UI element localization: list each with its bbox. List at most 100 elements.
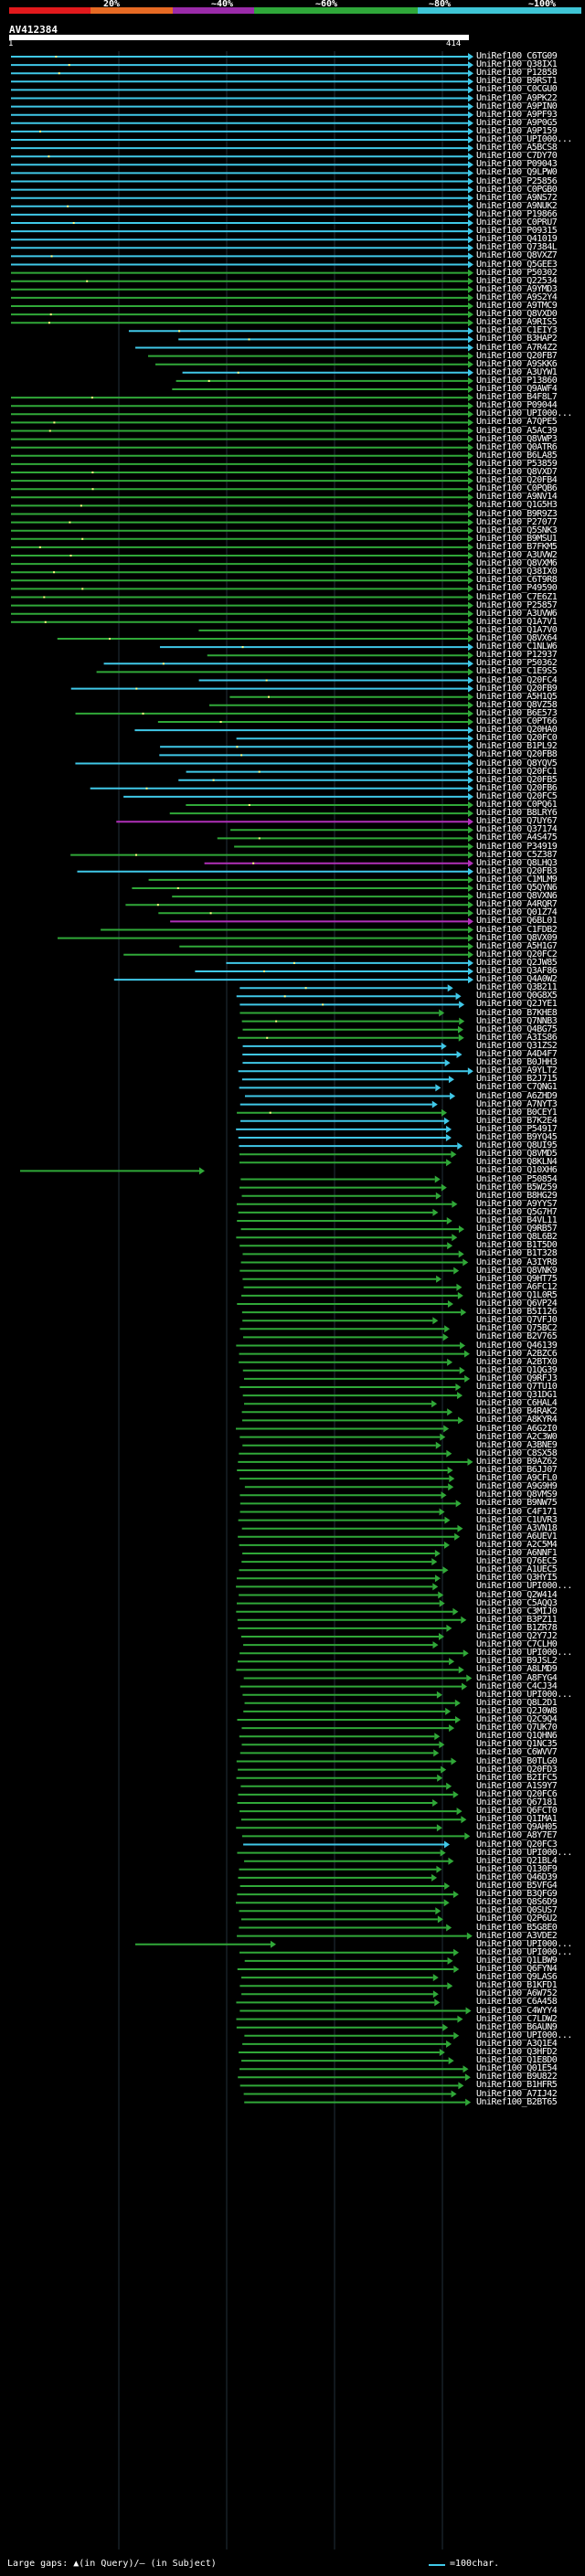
hit-label[interactable]: UniRef100_Q7NNB3 <box>476 1015 558 1026</box>
hit-label[interactable]: UniRef100_P09315 <box>476 226 558 237</box>
hit-label[interactable]: UniRef100_A3Q1E4 <box>476 2038 558 2049</box>
hit-label[interactable]: UniRef100_A9S2Y4 <box>476 292 558 302</box>
hit-label[interactable]: UniRef100_A9YYS7 <box>476 1198 558 1209</box>
hit-label[interactable]: UniRef100_C1MLM9 <box>476 874 558 885</box>
hit-label[interactable]: UniRef100_A5BCS8 <box>476 143 558 154</box>
hit-label[interactable]: UniRef100_Q8UI95 <box>476 1140 558 1151</box>
hit-label[interactable]: UniRef100_Q75BC2 <box>476 1323 558 1334</box>
hit-label[interactable]: UniRef100_UPI000... <box>476 1946 572 1957</box>
hit-label[interactable]: UniRef100_Q8VX09 <box>476 932 558 943</box>
hit-label[interactable]: UniRef100_B1PL92 <box>476 741 558 752</box>
hit-label[interactable]: UniRef100_Q9LPW0 <box>476 167 558 178</box>
hit-label[interactable]: UniRef100_A9G9H9 <box>476 1481 558 1492</box>
hit-label[interactable]: UniRef100_Q5SNK3 <box>476 525 558 535</box>
hit-label[interactable]: UniRef100_C1EIY3 <box>476 325 558 336</box>
hit-label[interactable]: UniRef100_UPI000... <box>476 1847 572 1858</box>
hit-label[interactable]: UniRef100_B5W259 <box>476 1182 558 1193</box>
hit-label[interactable]: UniRef100_B4F8L7 <box>476 392 558 403</box>
hit-label[interactable]: UniRef100_Q3AF86 <box>476 966 558 976</box>
hit-label[interactable]: UniRef100_P53859 <box>476 458 558 469</box>
hit-label[interactable]: UniRef100_Q01Z74 <box>476 907 558 918</box>
hit-label[interactable]: UniRef100_Q8L2D1 <box>476 1697 558 1708</box>
hit-label[interactable]: UniRef100_B3HAP2 <box>476 334 558 345</box>
hit-label[interactable]: UniRef100_B9JSL2 <box>476 1656 558 1667</box>
hit-label[interactable]: UniRef100_Q31ZS2 <box>476 1040 558 1051</box>
hit-label[interactable]: UniRef100_A5H1G7 <box>476 940 558 951</box>
hit-label[interactable]: UniRef100_P49590 <box>476 583 558 594</box>
hit-label[interactable]: UniRef100_A6ZHD9 <box>476 1090 558 1101</box>
hit-label[interactable]: UniRef100_C7QNG1 <box>476 1082 558 1093</box>
hit-label[interactable]: UniRef100_Q8VXZ7 <box>476 250 558 261</box>
hit-label[interactable]: UniRef100_Q20FB5 <box>476 774 558 785</box>
hit-label[interactable]: UniRef100_B0JHH3 <box>476 1057 558 1068</box>
hit-label[interactable]: UniRef100_A3UYW1 <box>476 366 558 377</box>
hit-label[interactable]: UniRef100_C5AQQ3 <box>476 1597 558 1608</box>
hit-label[interactable]: UniRef100_UPI000... <box>476 134 572 144</box>
hit-label[interactable]: UniRef100_UPI000... <box>476 1648 572 1659</box>
hit-label[interactable]: UniRef100_C3MIJ0 <box>476 1606 558 1617</box>
hit-label[interactable]: UniRef100_Q0ATR6 <box>476 441 558 452</box>
hit-label[interactable]: UniRef100_A3IS86 <box>476 1032 558 1043</box>
hit-label[interactable]: UniRef100_A3UVW6 <box>476 608 558 619</box>
hit-label[interactable]: UniRef100_Q4A0W2 <box>476 974 558 985</box>
hit-label[interactable]: UniRef100_B9YQ45 <box>476 1132 558 1142</box>
hit-label[interactable]: UniRef100_Q7VFJ0 <box>476 1315 558 1326</box>
hit-label[interactable]: UniRef100_Q46139 <box>476 1340 558 1351</box>
hit-label[interactable]: UniRef100_Q21BL4 <box>476 1855 558 1866</box>
hit-label[interactable]: UniRef100_B6E573 <box>476 707 558 718</box>
hit-label[interactable]: UniRef100_B6LA85 <box>476 450 558 461</box>
hit-label[interactable]: UniRef100_Q2J0W8 <box>476 1705 558 1716</box>
hit-label[interactable]: UniRef100_P12937 <box>476 650 558 661</box>
hit-label[interactable]: UniRef100_B8HG29 <box>476 1190 558 1201</box>
hit-label[interactable]: UniRef100_A9P159 <box>476 125 558 136</box>
hit-label[interactable]: UniRef100_Q38IX1 <box>476 59 558 70</box>
hit-label[interactable]: UniRef100_Q31DG1 <box>476 1390 558 1401</box>
hit-label[interactable]: UniRef100_Q20FB6 <box>476 782 558 793</box>
hit-label[interactable]: UniRef100_P13860 <box>476 375 558 386</box>
hit-label[interactable]: UniRef100_Q20HA0 <box>476 725 558 736</box>
hit-label[interactable]: UniRef100_P09043 <box>476 159 558 170</box>
hit-label[interactable]: UniRef100_Q9AH05 <box>476 1822 558 1833</box>
hit-label[interactable]: UniRef100_Q0SUS7 <box>476 1905 558 1916</box>
hit-label[interactable]: UniRef100_Q1QHN6 <box>476 1731 558 1742</box>
hit-label[interactable]: UniRef100_Q2JW85 <box>476 957 558 968</box>
hit-label[interactable]: UniRef100_A9CFL0 <box>476 1473 558 1484</box>
hit-label[interactable]: UniRef100_A4S475 <box>476 832 558 843</box>
hit-label[interactable]: UniRef100_C7CLH0 <box>476 1639 558 1650</box>
hit-label[interactable]: UniRef100_A2C3W0 <box>476 1431 558 1442</box>
hit-label[interactable]: UniRef100_A7R4Z2 <box>476 342 558 353</box>
hit-label[interactable]: UniRef100_Q37174 <box>476 824 558 835</box>
hit-label[interactable]: UniRef100_B1T328 <box>476 1248 558 1259</box>
hit-label[interactable]: UniRef100_A8LMD9 <box>476 1664 558 1675</box>
hit-label[interactable]: UniRef100_A5AC39 <box>476 425 558 436</box>
hit-label[interactable]: UniRef100_C6HAL4 <box>476 1398 558 1409</box>
hit-label[interactable]: UniRef100_Q5GEE3 <box>476 259 558 270</box>
hit-label[interactable]: UniRef100_Q20FB7 <box>476 350 558 361</box>
hit-label[interactable]: UniRef100_Q3HFD2 <box>476 2047 558 2057</box>
hit-label[interactable]: UniRef100_Q6BL01 <box>476 916 558 927</box>
hit-label[interactable]: UniRef100_B1ZR78 <box>476 1622 558 1633</box>
hit-label[interactable]: UniRef100_A3BNE9 <box>476 1439 558 1450</box>
hit-label[interactable]: UniRef100_P27077 <box>476 516 558 527</box>
hit-label[interactable]: UniRef100_Q8VXN6 <box>476 891 558 902</box>
hit-label[interactable]: UniRef100_A8FYG4 <box>476 1672 558 1683</box>
hit-label[interactable]: UniRef100_UPI000... <box>476 2030 572 2041</box>
hit-label[interactable]: UniRef100_UPI000... <box>476 1581 572 1592</box>
hit-label[interactable]: UniRef100_Q20FC6 <box>476 1788 558 1799</box>
hit-label[interactable]: UniRef100_A9SKK6 <box>476 358 558 369</box>
hit-label[interactable]: UniRef100_Q7UK70 <box>476 1723 558 1733</box>
hit-label[interactable]: UniRef100_A5H1Q5 <box>476 691 558 702</box>
hit-label[interactable]: UniRef100_Q9RB57 <box>476 1224 558 1235</box>
hit-label[interactable]: UniRef100_B5VFG4 <box>476 1881 558 1891</box>
hit-label[interactable]: UniRef100_C0PT66 <box>476 716 558 726</box>
hit-label[interactable]: UniRef100_A8Y7E7 <box>476 1830 558 1841</box>
hit-label[interactable]: UniRef100_A6G2I0 <box>476 1423 558 1434</box>
hit-label[interactable]: UniRef100_Q2Y7J2 <box>476 1631 558 1641</box>
hit-label[interactable]: UniRef100_A9YMD3 <box>476 283 558 294</box>
hit-label[interactable]: UniRef100_C5Z387 <box>476 849 558 860</box>
hit-label[interactable]: UniRef100_C7E6Z1 <box>476 591 558 602</box>
hit-label[interactable]: UniRef100_Q8VXD0 <box>476 309 558 320</box>
hit-label[interactable]: UniRef100_Q7384L <box>476 242 558 253</box>
hit-label[interactable]: UniRef100_A7NYT3 <box>476 1098 558 1109</box>
hit-label[interactable]: UniRef100_A3VN18 <box>476 1522 558 1533</box>
